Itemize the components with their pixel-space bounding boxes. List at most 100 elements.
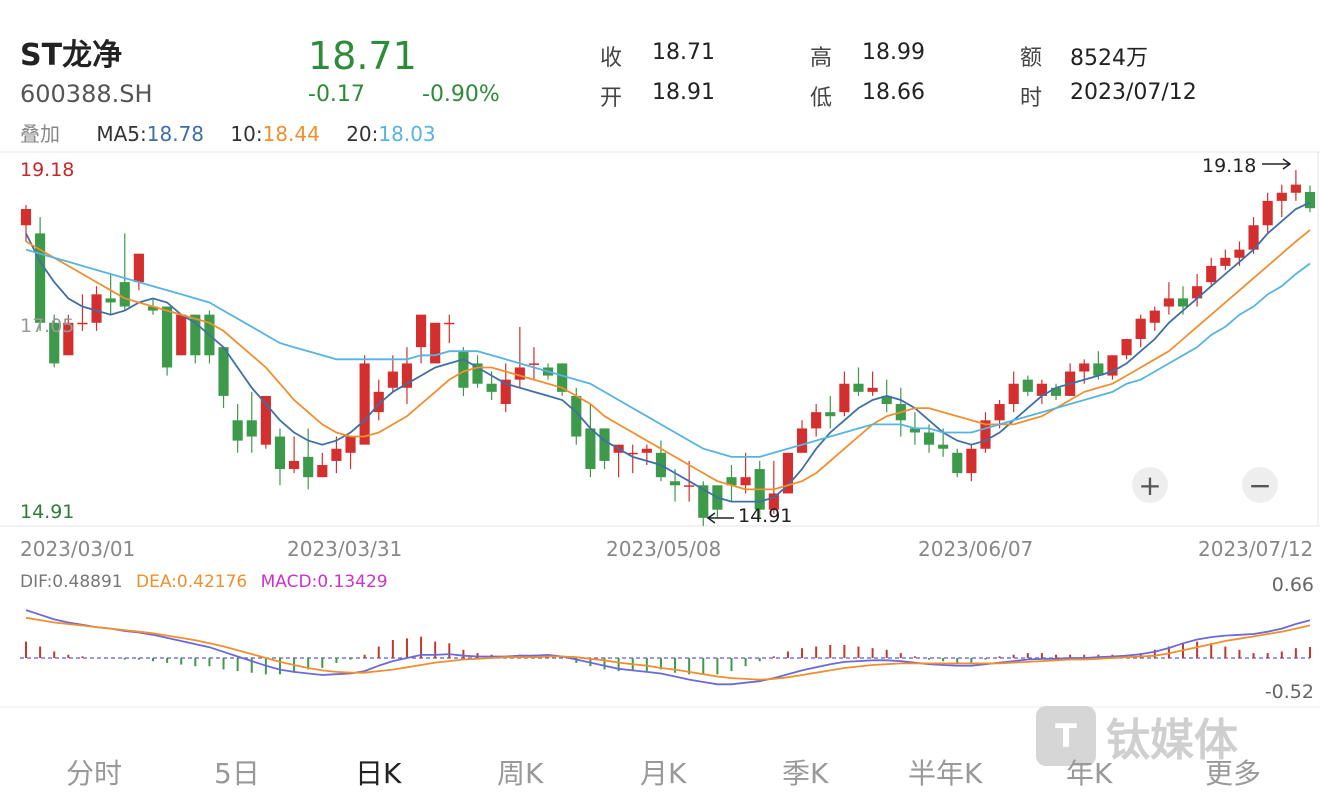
candle	[373, 379, 384, 421]
minus-icon: −	[1248, 468, 1272, 502]
ma20-line	[25, 248, 1311, 458]
candle	[980, 412, 991, 453]
candle	[1121, 339, 1132, 360]
stock-code: 600388.SH	[20, 80, 153, 108]
price-axis-mid: 17.05	[20, 315, 74, 337]
candle	[1220, 249, 1231, 270]
macd-label: MACD:	[260, 572, 318, 592]
macd-axis-top: 0.66	[1272, 574, 1314, 596]
ma5-line	[25, 201, 1311, 503]
ma10-label: 10:	[230, 122, 263, 146]
candle	[162, 306, 173, 376]
candle	[91, 286, 102, 331]
high-arrow	[1262, 158, 1292, 170]
plus-icon: +	[1138, 468, 1162, 502]
tab-weekly-k[interactable]: 周K	[497, 757, 544, 790]
candle	[853, 367, 864, 396]
period-tabs: 分时 5日 日K 周K 月K 季K 半年K 年K 更多	[0, 730, 1320, 797]
candle	[1262, 192, 1273, 234]
ma-legend: 叠加 MA5:18.78 10:18.44 20:18.03	[20, 118, 440, 147]
watermark-text: 钛媒体	[1106, 715, 1238, 766]
candle	[514, 326, 525, 388]
amount-value: 8524万	[1070, 46, 1148, 71]
candle	[839, 371, 850, 417]
time-label: 时	[1020, 86, 1043, 111]
amount-label: 额	[1020, 46, 1043, 71]
candle	[20, 204, 32, 242]
candle	[1290, 170, 1301, 201]
zoom-in-button[interactable]: +	[1132, 467, 1168, 503]
low-label: 低	[810, 86, 833, 111]
candle	[811, 404, 822, 437]
candle	[1304, 185, 1316, 213]
low-value: 18.66	[862, 80, 925, 105]
ma10-line	[25, 229, 1311, 491]
price-change: -0.17	[308, 82, 365, 107]
candle	[585, 404, 596, 478]
low-arrow	[706, 512, 734, 524]
dea-value: 0.42176	[176, 572, 248, 592]
watermark: T 钛媒体	[1036, 704, 1238, 768]
candle	[867, 371, 878, 396]
tab-monthly-k[interactable]: 月K	[640, 757, 687, 790]
close-label: 收	[600, 46, 623, 71]
candle	[387, 355, 398, 392]
dif-value: 0.48891	[52, 572, 123, 592]
candle	[627, 444, 638, 474]
candle	[1022, 375, 1033, 396]
candle	[1036, 379, 1047, 405]
candle	[1206, 257, 1217, 287]
macd-legend: DIF:0.48891 DEA:0.42176 MACD:0.13429	[20, 572, 388, 592]
tab-daily-k[interactable]: 日K	[355, 757, 402, 790]
tab-halfyear-k[interactable]: 半年K	[908, 757, 983, 790]
macd-chart[interactable]: 0.66 -0.52	[0, 565, 1320, 710]
stock-name: ST龙净	[20, 38, 123, 73]
overlay-button[interactable]: 叠加	[20, 122, 60, 146]
candle	[274, 428, 286, 486]
candle	[782, 452, 794, 494]
candle	[1065, 363, 1076, 396]
tab-5day[interactable]: 5日	[214, 757, 260, 790]
zoom-out-button[interactable]: −	[1242, 467, 1278, 503]
open-label: 开	[600, 86, 623, 111]
candlestick-chart[interactable]: 19.18 17.05 14.91 19.18 14.91	[0, 150, 1320, 530]
candle	[77, 294, 88, 331]
candle	[768, 460, 779, 514]
dif-line	[25, 609, 1311, 686]
price-axis-top: 19.18	[20, 159, 74, 181]
close-value: 18.71	[652, 40, 715, 65]
dea-label: DEA:	[136, 572, 177, 592]
candle	[557, 363, 568, 396]
candle	[1192, 274, 1203, 307]
candle	[1050, 383, 1062, 400]
high-annotation: 19.18	[1202, 155, 1256, 177]
candle	[430, 322, 441, 364]
ma10-value: 18.44	[262, 122, 320, 146]
tab-quarterly-k[interactable]: 季K	[782, 757, 829, 790]
candle	[1149, 306, 1160, 331]
candle	[1248, 217, 1259, 254]
tab-more[interactable]: 更多	[1205, 757, 1262, 790]
candle	[669, 469, 681, 502]
candle	[176, 314, 187, 356]
dea-line	[25, 616, 1311, 681]
candle	[246, 391, 257, 453]
ma5-value: 18.78	[146, 122, 205, 146]
date-label: 2023/05/08	[606, 537, 722, 561]
tab-yearly-k[interactable]: 年K	[1066, 757, 1113, 790]
macd-value: 0.13429	[317, 572, 388, 592]
candle	[415, 314, 427, 364]
candle	[260, 395, 271, 449]
dif-label: DIF:	[20, 572, 53, 592]
candle	[1276, 184, 1287, 218]
candle	[599, 428, 610, 470]
candle	[232, 404, 243, 453]
candle	[1135, 314, 1146, 348]
date-label: 2023/03/31	[287, 537, 403, 561]
candle	[1008, 371, 1019, 413]
low-annotation: 14.91	[738, 505, 792, 527]
candle	[1107, 355, 1118, 380]
tab-intraday[interactable]: 分时	[66, 757, 123, 790]
candle	[303, 428, 314, 490]
candle	[289, 436, 300, 474]
